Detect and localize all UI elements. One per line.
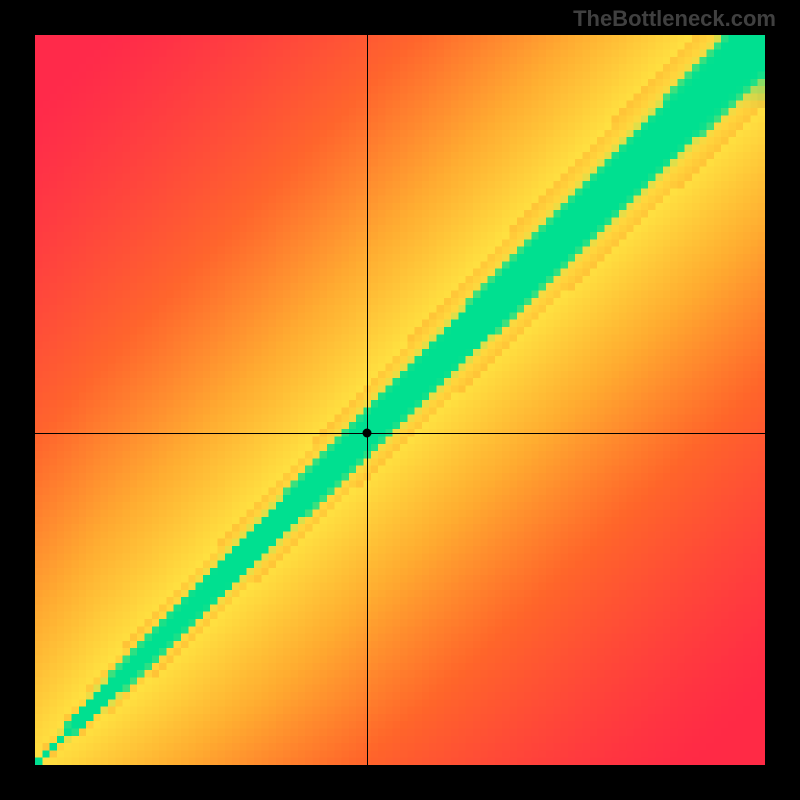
chart-frame: TheBottleneck.com <box>0 0 800 800</box>
attribution-label: TheBottleneck.com <box>573 6 776 32</box>
heatmap-canvas <box>35 35 765 765</box>
heatmap-plot <box>35 35 765 765</box>
